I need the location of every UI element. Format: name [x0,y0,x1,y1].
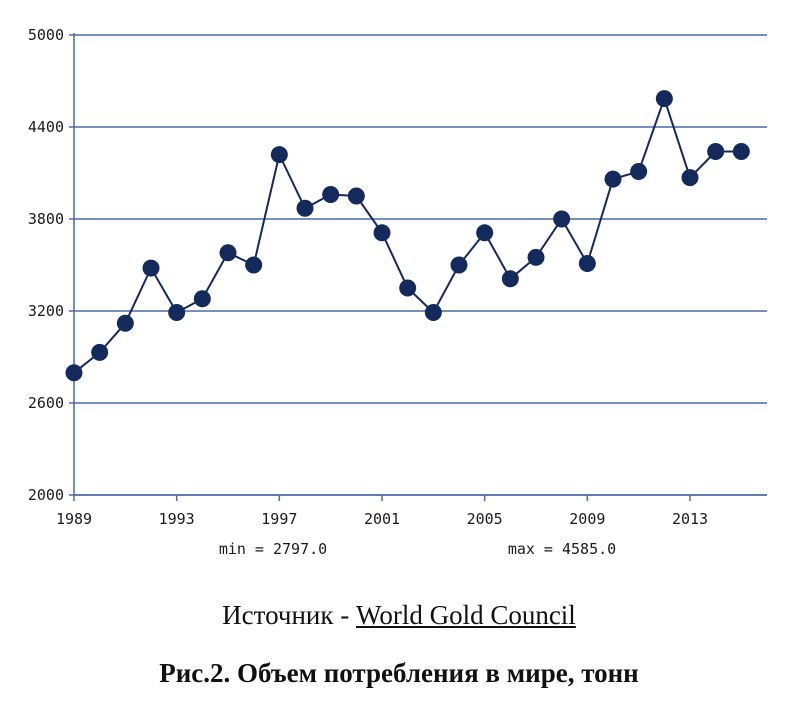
data-point-2012 [655,90,673,108]
data-point-1990 [91,343,109,361]
data-point-1998 [296,199,314,217]
max-label: max = 4585.0 [508,540,616,558]
data-point-2008 [553,210,571,228]
data-point-1997 [270,146,288,164]
x-tick-label: 2013 [672,510,708,528]
data-point-1994 [193,290,211,308]
y-tick-label: 2000 [28,486,64,504]
x-tick-label: 1989 [56,510,92,528]
data-point-2011 [630,162,648,180]
data-point-2002 [399,279,417,297]
data-point-2000 [347,187,365,205]
x-tick-labels: 1989 1993 1997 2001 2005 2009 2013 [56,510,708,528]
data-point-2009 [578,254,596,272]
data-point-1996 [245,256,263,274]
source-link[interactable]: World Gold Council [356,600,576,630]
data-point-2013 [681,169,699,187]
data-point-1995 [219,244,237,262]
data-point-2001 [373,224,391,242]
source-prefix: Источник - [222,600,356,630]
min-label: min = 2797.0 [219,540,327,558]
data-point-1991 [116,314,134,332]
x-tick-label: 1997 [261,510,297,528]
y-tick-label: 2600 [28,394,64,412]
axes [73,33,767,501]
data-point-2010 [604,170,622,188]
data-point-1989 [65,364,83,382]
data-point-2006 [501,270,519,288]
y-tick-label: 3200 [28,302,64,320]
source-line: Источник - World Gold Council [0,600,798,631]
figure-caption: Рис.2. Объем потребления в мире, тонн [159,658,639,688]
data-point-2014 [707,143,725,161]
series-line [73,95,742,374]
grid-lines [69,34,767,496]
y-tick-label: 4400 [28,118,64,136]
data-point-2007 [527,248,545,266]
data-point-1993 [168,304,186,322]
data-points [65,90,750,382]
x-tick-label: 2009 [569,510,605,528]
data-point-2005 [476,224,494,242]
y-tick-label: 3800 [28,210,64,228]
x-tick-label: 2001 [364,510,400,528]
x-tick-label: 1993 [159,510,195,528]
data-point-1992 [142,259,160,277]
y-tick-labels: 2000 2600 3200 3800 4400 5000 [28,26,64,504]
x-tick-label: 2005 [467,510,503,528]
line-chart: 2000 2600 3200 3800 4400 5000 1989 1993 1997 200… [28,26,767,558]
data-point-1999 [322,185,340,203]
data-point-2015 [732,143,750,161]
data-point-2004 [450,256,468,274]
data-point-2003 [424,304,442,322]
y-tick-label: 5000 [28,26,64,44]
